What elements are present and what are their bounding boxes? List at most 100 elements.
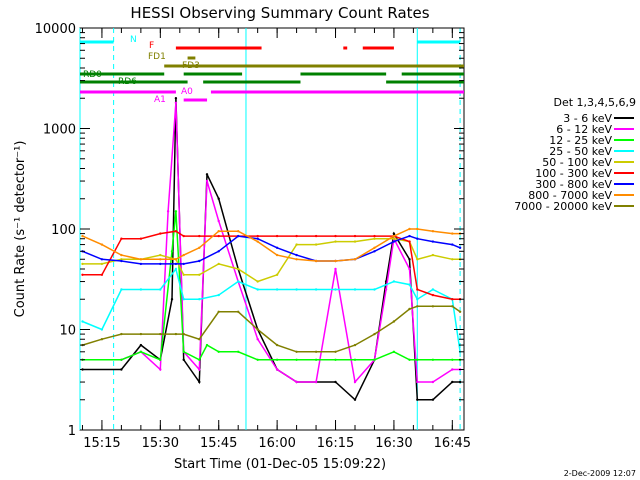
y-tick-label: 10 [59, 324, 76, 339]
series-point [295, 258, 298, 261]
series-point [205, 179, 209, 183]
series-line [82, 211, 461, 361]
status-annotation: FD3 [182, 61, 200, 71]
series-point [120, 258, 123, 261]
series-point [295, 253, 298, 257]
status-annotation: RD6 [118, 77, 137, 87]
legend-entry-label: 6 - 12 keV [556, 123, 612, 136]
series-point [408, 358, 411, 361]
series-point [170, 298, 174, 301]
series-point [431, 240, 435, 243]
series-point [217, 230, 220, 233]
status-annotation: F [149, 41, 154, 51]
series-point [174, 332, 178, 336]
series-point [392, 240, 396, 243]
series-point [159, 288, 162, 291]
series-point [458, 246, 462, 249]
series-point [100, 273, 104, 276]
series-point [314, 350, 318, 353]
series-point [373, 237, 376, 240]
status-annotation: FD1 [148, 52, 166, 62]
series-point [198, 234, 201, 238]
series-point [139, 237, 143, 240]
series-point [314, 243, 318, 246]
series-point [416, 358, 419, 361]
series-point [174, 267, 178, 271]
series-point [256, 338, 259, 341]
series-point [353, 398, 357, 401]
series-point [256, 358, 259, 361]
series-point [198, 380, 201, 384]
legend-entry-label: 800 - 7000 keV [528, 189, 612, 202]
series-point [237, 280, 240, 283]
series-point [182, 350, 185, 353]
series-point [275, 234, 279, 238]
series-point [120, 237, 123, 240]
series-point [451, 305, 454, 308]
series-point [392, 232, 396, 235]
x-tick-label: 16:15 [317, 436, 354, 451]
series-point [353, 234, 357, 238]
series-point [408, 234, 411, 238]
series-point [170, 250, 174, 253]
series-point [120, 253, 123, 257]
series-point [295, 358, 298, 361]
series-point [205, 173, 209, 176]
series-point [373, 332, 376, 336]
series-point [237, 350, 240, 353]
series-point [217, 310, 220, 313]
series-point [373, 234, 376, 238]
x-tick-label: 16:45 [434, 436, 471, 451]
series-point [81, 273, 84, 276]
y-axis-label: Count Rate (s⁻¹ detector⁻¹) [13, 141, 28, 318]
series-point [295, 288, 298, 291]
series-point [182, 298, 185, 301]
series-point [237, 267, 240, 271]
series-point [392, 320, 396, 323]
series-point [100, 243, 104, 246]
series-point [314, 358, 318, 361]
legend-entry-label: 300 - 800 keV [535, 178, 612, 191]
series-point [198, 246, 201, 249]
series-point [392, 237, 396, 240]
series-point [256, 328, 259, 331]
series-point [373, 288, 376, 291]
series-point [217, 262, 220, 266]
status-annotation: A1 [154, 95, 166, 105]
series-point [159, 232, 162, 235]
series-point [295, 243, 298, 246]
series-point [159, 368, 162, 371]
series-point [451, 380, 454, 384]
legend-entry-label: 7000 - 20000 keV [514, 200, 612, 213]
legend-entry-label: 100 - 300 keV [535, 167, 612, 180]
plot-frame [79, 27, 465, 431]
x-tick-label: 16:00 [258, 436, 295, 451]
series-point [373, 246, 376, 249]
series-point [334, 288, 337, 291]
series-point [431, 358, 435, 361]
series-point [139, 350, 143, 353]
series-point [275, 253, 279, 257]
series-point [451, 243, 454, 246]
series-point [81, 320, 84, 323]
series-point [256, 234, 259, 238]
series-point [182, 253, 185, 257]
series-point [416, 258, 419, 261]
series-point [295, 380, 298, 384]
series-point [120, 358, 123, 361]
series-point [353, 380, 357, 384]
series-point [353, 288, 357, 291]
series-point [392, 234, 396, 238]
series-point [120, 368, 123, 371]
series-point [275, 343, 279, 347]
x-tick-label: 15:30 [142, 436, 179, 451]
series-point [314, 380, 318, 384]
series-point [373, 358, 376, 361]
series-point [217, 250, 220, 253]
series-point [198, 338, 201, 341]
series-point [205, 343, 209, 347]
series-point [120, 288, 123, 291]
series-point [139, 258, 143, 261]
